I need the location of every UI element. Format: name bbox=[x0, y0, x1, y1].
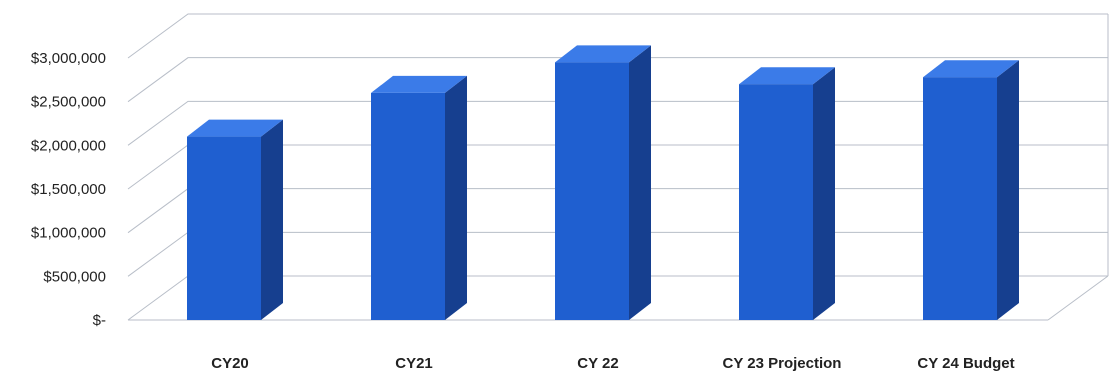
y-axis-tick-labels: $- $500,000 $1,000,000 $1,500,000 $2,000,000… bbox=[31, 50, 106, 329]
y-tick-label: $3,000,000 bbox=[31, 50, 106, 67]
bar-top bbox=[555, 45, 651, 63]
bar-front bbox=[555, 62, 629, 320]
bar-4 bbox=[739, 67, 835, 320]
floor-right-edge bbox=[1047, 275, 1109, 321]
bar-top bbox=[371, 75, 467, 93]
bar-top bbox=[187, 119, 283, 137]
bar-front bbox=[923, 77, 997, 320]
bar-side bbox=[629, 45, 651, 320]
bar-side bbox=[997, 60, 1019, 321]
bar-front bbox=[187, 136, 261, 320]
bar-3 bbox=[555, 45, 651, 320]
y-tick-label: $1,000,000 bbox=[31, 225, 106, 242]
bar-side bbox=[261, 119, 283, 320]
x-axis-category-labels: CY20 CY21 CY 22 CY 23 Projection CY 24 Budge… bbox=[211, 355, 1014, 372]
bar-top bbox=[923, 60, 1019, 78]
bar-top bbox=[739, 67, 835, 85]
gridline bbox=[127, 57, 1108, 103]
bar-side bbox=[445, 75, 467, 320]
bar-5 bbox=[923, 60, 1019, 321]
x-category-label: CY 23 Projection bbox=[723, 355, 842, 372]
bar-front bbox=[739, 84, 813, 320]
x-category-label: CY20 bbox=[211, 355, 249, 372]
x-category-label: CY 24 Budget bbox=[917, 355, 1014, 372]
y-tick-label: $2,000,000 bbox=[31, 137, 106, 154]
y-tick-label: $1,500,000 bbox=[31, 181, 106, 198]
y-tick-label: $- bbox=[93, 312, 106, 329]
bar-front bbox=[371, 92, 445, 320]
bar-1 bbox=[187, 119, 283, 320]
bar-side bbox=[813, 67, 835, 320]
bar-2 bbox=[371, 75, 467, 320]
gridline bbox=[127, 13, 1108, 59]
y-tick-label: $500,000 bbox=[43, 268, 106, 285]
x-category-label: CY21 bbox=[395, 355, 433, 372]
x-category-label: CY 22 bbox=[577, 355, 618, 372]
y-tick-label: $2,500,000 bbox=[31, 94, 106, 111]
bar-layer bbox=[187, 45, 1019, 321]
grid-layer bbox=[127, 13, 1109, 321]
